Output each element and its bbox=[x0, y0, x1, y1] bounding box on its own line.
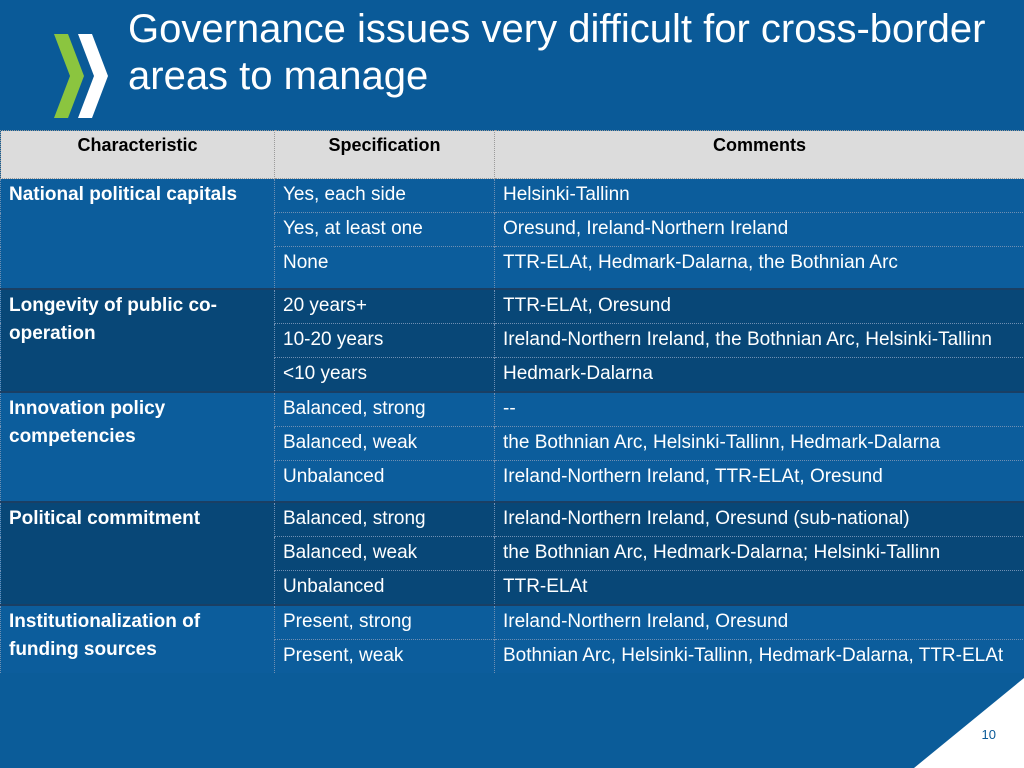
double-chevron-logo-icon bbox=[54, 34, 108, 118]
comment-cell: Ireland-Northern Ireland, TTR-ELAt, Ores… bbox=[494, 459, 1024, 502]
comment-cell: TTR-ELAt, Oresund bbox=[494, 287, 1024, 323]
comment-cell: TTR-ELAt, Hedmark-Dalarna, the Bothnian … bbox=[494, 246, 1024, 289]
table-row: 10-20 years Ireland-Northern Ireland, th… bbox=[1, 322, 1024, 357]
specification-cell: 20 years+ bbox=[274, 287, 495, 323]
corner-triangle bbox=[914, 678, 1024, 768]
table-row: Unbalanced TTR-ELAt bbox=[1, 570, 1024, 605]
specification-cell: None bbox=[274, 246, 495, 289]
column-header-specification: Specification bbox=[274, 130, 495, 179]
title-bar: Governance issues very difficult for cro… bbox=[0, 0, 1024, 130]
slide-title: Governance issues very difficult for cro… bbox=[128, 7, 986, 98]
specification-cell: 10-20 years bbox=[274, 322, 495, 357]
table-row: <10 years Hedmark-Dalarna bbox=[1, 356, 1024, 392]
specification-cell: Balanced, weak bbox=[274, 536, 495, 571]
table-header-row: Characteristic Specification Comments bbox=[0, 130, 1024, 179]
specification-cell: Balanced, strong bbox=[274, 501, 495, 537]
characteristic-cell: Institutionalization of funding sources bbox=[0, 604, 275, 673]
specification-cell: Yes, at least one bbox=[274, 212, 495, 247]
characteristic-cell: Political commitment bbox=[0, 501, 275, 605]
table-row: Balanced, weak the Bothnian Arc, Helsink… bbox=[1, 425, 1024, 460]
table-row: Present, weak Bothnian Arc, Helsinki-Tal… bbox=[1, 639, 1024, 673]
specification-cell: Unbalanced bbox=[274, 570, 495, 605]
comment-cell: Ireland-Northern Ireland, Oresund bbox=[494, 604, 1024, 640]
comment-cell: Hedmark-Dalarna bbox=[494, 356, 1024, 392]
table-row: Unbalanced Ireland-Northern Ireland, TTR… bbox=[1, 459, 1024, 502]
characteristic-cell: National political capitals bbox=[0, 178, 275, 289]
specification-cell: Present, strong bbox=[274, 604, 495, 640]
characteristic-cell: Longevity of public co-operation bbox=[0, 287, 275, 392]
specification-cell: Balanced, strong bbox=[274, 390, 495, 426]
table-row: Political commitment Balanced, strong Ir… bbox=[0, 501, 1024, 605]
specification-cell: Balanced, weak bbox=[274, 425, 495, 460]
specification-cell: Present, weak bbox=[274, 639, 495, 673]
table-row: National political capitals Yes, each si… bbox=[0, 178, 1024, 289]
specification-cell: <10 years bbox=[274, 356, 495, 392]
table-row: Institutionalization of funding sources … bbox=[0, 604, 1024, 673]
governance-table-container: Characteristic Specification Comments Na… bbox=[0, 130, 1024, 768]
comment-cell: Ireland-Northern Ireland, the Bothnian A… bbox=[494, 322, 1024, 357]
table-row: None TTR-ELAt, Hedmark-Dalarna, the Both… bbox=[1, 246, 1024, 289]
column-header-comments: Comments bbox=[494, 130, 1024, 179]
specification-cell: Unbalanced bbox=[274, 459, 495, 502]
comment-cell: Oresund, Ireland-Northern Ireland bbox=[494, 212, 1024, 247]
comment-cell: Ireland-Northern Ireland, Oresund (sub-n… bbox=[494, 501, 1024, 537]
table-row: Yes, at least one Oresund, Ireland-North… bbox=[1, 212, 1024, 247]
comment-cell: TTR-ELAt bbox=[494, 570, 1024, 605]
governance-table: Characteristic Specification Comments Na… bbox=[0, 130, 1024, 673]
comment-cell: Helsinki-Tallinn bbox=[494, 178, 1024, 213]
table-row: Balanced, weak the Bothnian Arc, Hedmark… bbox=[1, 536, 1024, 571]
comment-cell: -- bbox=[494, 390, 1024, 426]
comment-cell: the Bothnian Arc, Hedmark-Dalarna; Helsi… bbox=[494, 536, 1024, 571]
page-number: 10 bbox=[981, 727, 996, 742]
column-header-characteristic: Characteristic bbox=[0, 130, 275, 179]
table-row: Longevity of public co-operation 20 year… bbox=[0, 287, 1024, 392]
characteristic-cell: Innovation policy competencies bbox=[0, 390, 275, 502]
table-row: Innovation policy competencies Balanced,… bbox=[0, 390, 1024, 502]
comment-cell: the Bothnian Arc, Helsinki-Tallinn, Hedm… bbox=[494, 425, 1024, 460]
comment-cell: Bothnian Arc, Helsinki-Tallinn, Hedmark-… bbox=[494, 639, 1024, 673]
specification-cell: Yes, each side bbox=[274, 178, 495, 213]
